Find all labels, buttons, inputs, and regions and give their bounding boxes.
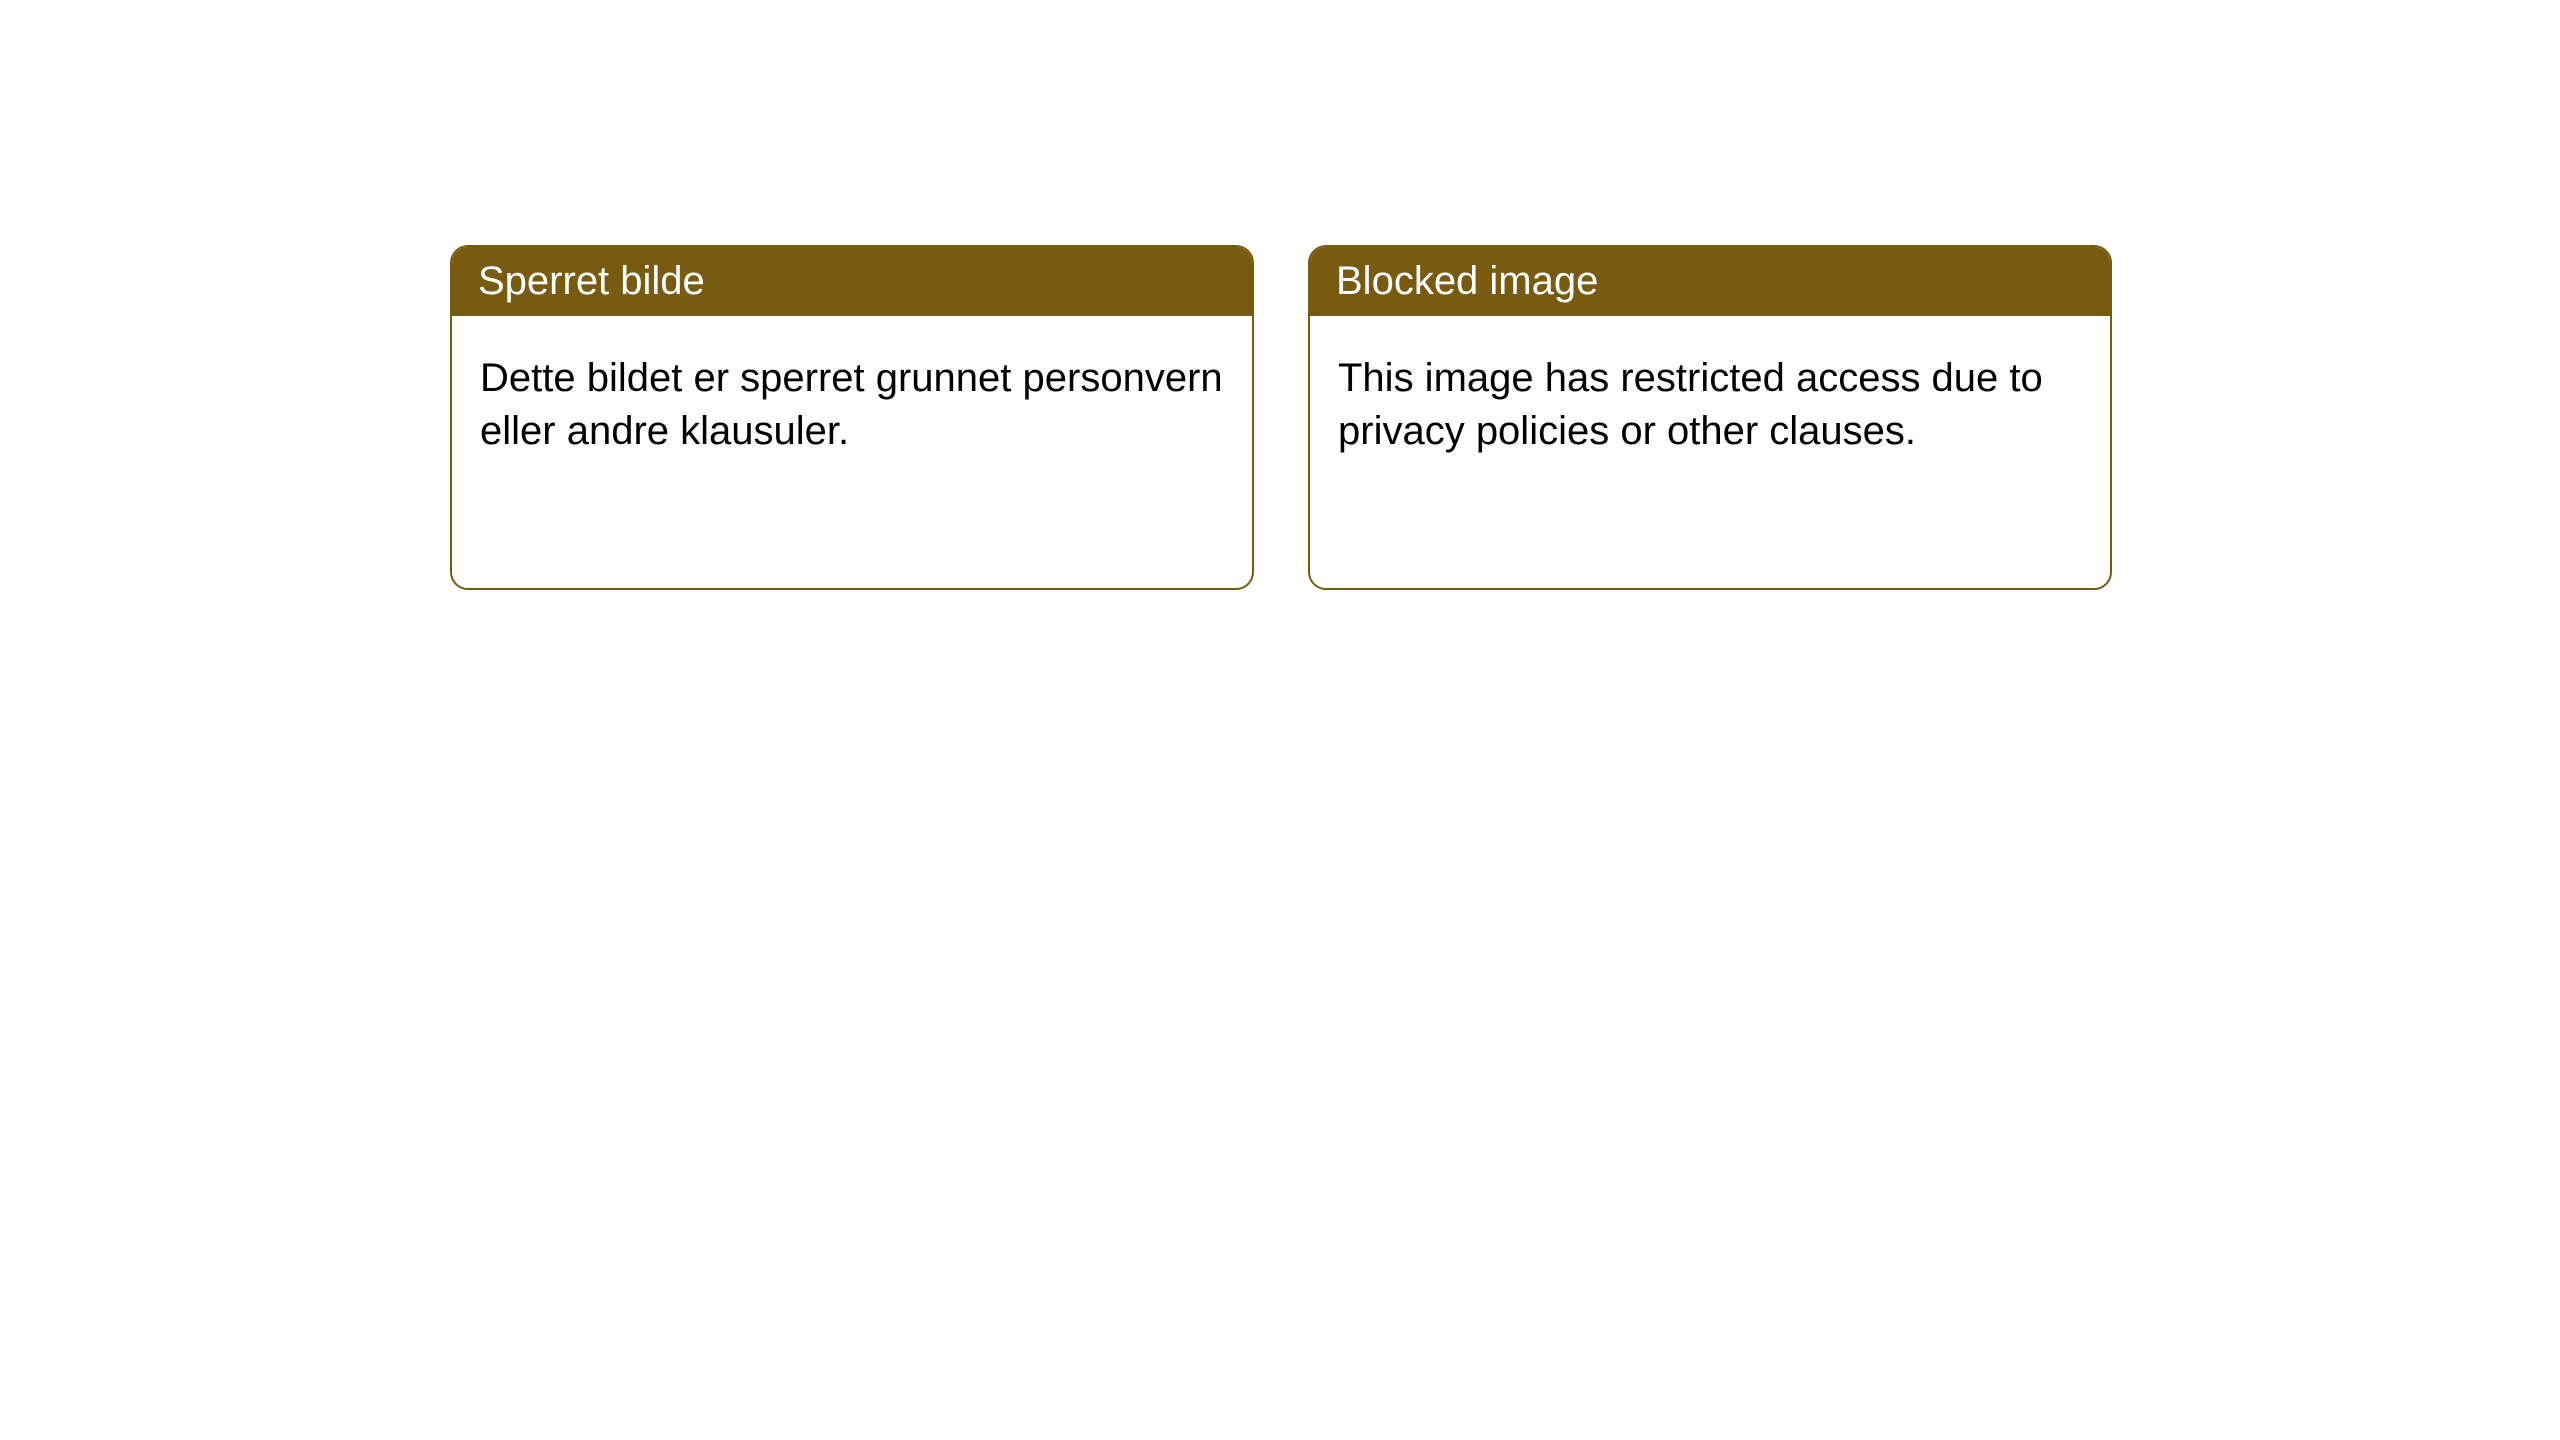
- notice-card-norwegian: Sperret bilde Dette bildet er sperret gr…: [450, 245, 1254, 590]
- notice-container: Sperret bilde Dette bildet er sperret gr…: [0, 0, 2560, 590]
- notice-body: This image has restricted access due to …: [1310, 316, 2110, 588]
- notice-body: Dette bildet er sperret grunnet personve…: [452, 316, 1252, 588]
- notice-title: Sperret bilde: [452, 247, 1252, 316]
- notice-title: Blocked image: [1310, 247, 2110, 316]
- notice-card-english: Blocked image This image has restricted …: [1308, 245, 2112, 590]
